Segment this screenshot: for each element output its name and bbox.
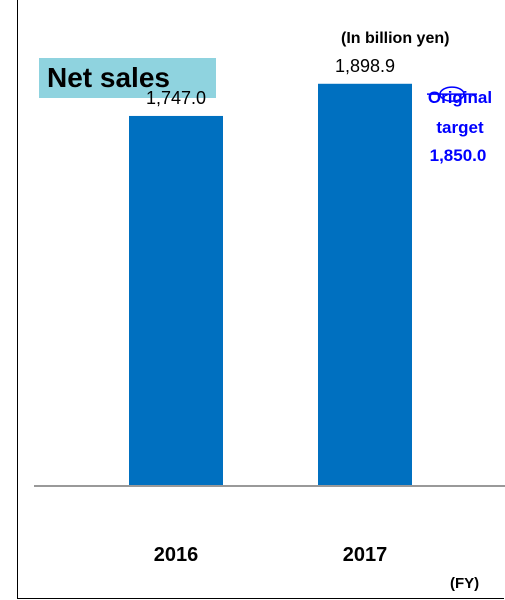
target-marker <box>439 86 465 102</box>
chart-title: Net sales <box>47 62 170 93</box>
title-background <box>39 58 216 98</box>
target-value-label: 1,850.0 <box>430 146 487 165</box>
data-label-2016: 1,747.0 <box>146 88 206 108</box>
bar-2017 <box>318 83 412 487</box>
bar-2016 <box>129 115 223 486</box>
data-label-2017: 1,898.9 <box>335 56 395 76</box>
x-axis-unit: (FY) <box>450 575 480 592</box>
unit-note: (In billion yen) <box>341 30 450 47</box>
x-tick-label-2017: 2017 <box>343 544 388 566</box>
target-label-line1: Original <box>428 88 492 107</box>
target-label-line2: target <box>436 118 484 137</box>
chart-frame <box>17 0 504 599</box>
x-tick-label-2016: 2016 <box>154 544 199 566</box>
